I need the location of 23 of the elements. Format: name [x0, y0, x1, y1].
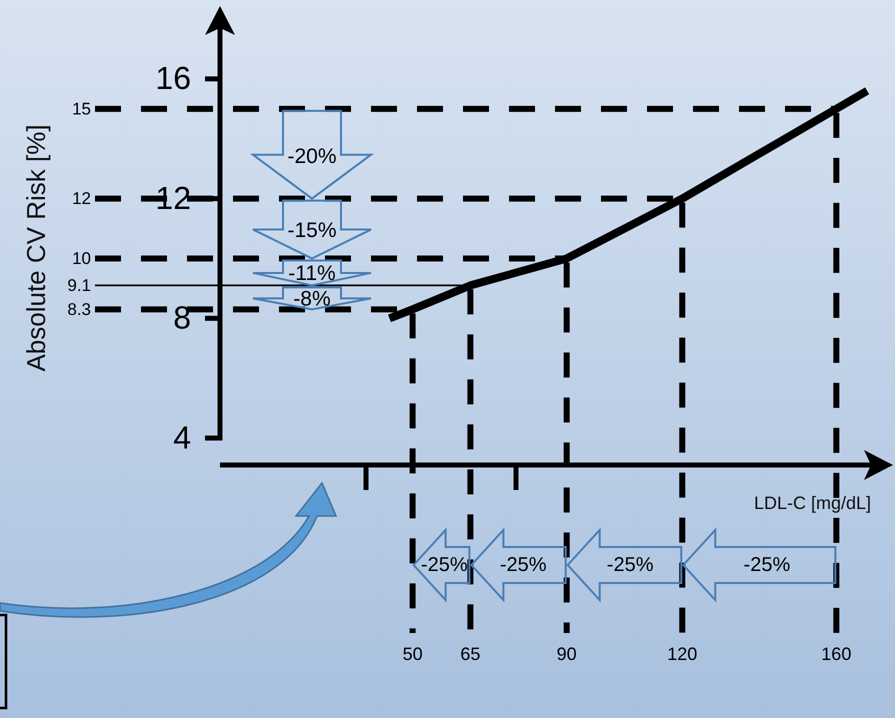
ref-line-label: 120: [667, 644, 698, 664]
ref-line-label: 65: [460, 644, 480, 664]
text: -25%: [606, 554, 654, 576]
ref-line-label: 10: [72, 248, 91, 268]
ref-line-label: 9.1: [67, 276, 91, 295]
y-tick-label: 8: [173, 300, 191, 336]
text: -25%: [420, 554, 468, 576]
text: -25%: [744, 554, 790, 576]
annotation: -15%: [287, 219, 337, 242]
annotation: -11%: [288, 262, 336, 285]
ref-line-label: 160: [821, 644, 852, 664]
annotation: -20%: [287, 144, 337, 168]
ref-line-label: 50: [402, 644, 423, 664]
annotation: -8%: [293, 287, 331, 310]
ref-line-label: 15: [72, 99, 91, 118]
y-tick-label: 4: [173, 419, 191, 456]
ref-line-label: 12: [72, 189, 91, 208]
text: -25%: [500, 554, 547, 576]
y-tick-label: 16: [155, 60, 191, 96]
x-axis-title: LDL-C [mg/dL]: [754, 493, 871, 513]
ref-line-label: 90: [556, 644, 577, 664]
ref-line-label: 8.3: [67, 300, 91, 319]
y-axis-title: Absolute CV Risk [%]: [21, 124, 51, 372]
